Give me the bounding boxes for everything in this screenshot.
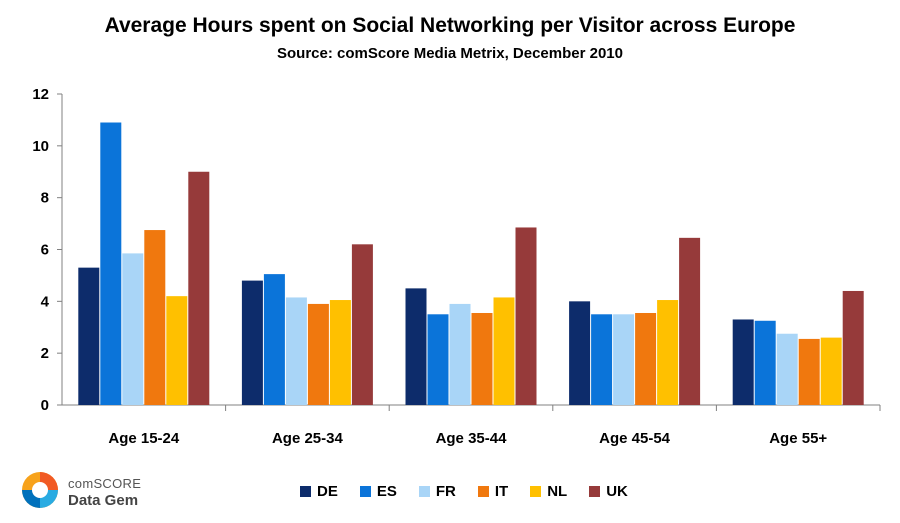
bar-it-4 [635,312,657,405]
comscore-logo: comSCORE Data Gem [20,470,170,515]
legend-swatch [300,485,311,497]
legend-swatch [589,485,601,497]
bar-uk-5 [842,290,864,405]
bar-es-4 [591,314,613,405]
x-tick-label: Age 45-54 [599,430,671,447]
legend-swatch [359,485,371,497]
logo-product-text: Data Gem [68,492,139,509]
bar-nl-1 [166,296,188,405]
bar-de-2 [241,280,263,405]
bar-nl-2 [329,300,351,405]
x-tick-label: Age 55+ [769,430,827,447]
bar-nl-4 [657,300,679,405]
bar-uk-4 [679,237,701,405]
bar-uk-1 [188,171,210,405]
bar-chart: 0 2 4 6 8 10 12 Age 15-24 Age 25-34 Age 35-44 Age … [32,86,881,447]
bar-es-2 [263,274,285,405]
legend-item-es: ES [359,482,397,500]
bar-fr-2 [285,297,307,405]
x-tick-label: Age 25-34 [272,430,344,447]
bar-es-3 [427,314,449,405]
y-tick-label: 0 [41,397,49,414]
bar-de-3 [405,288,427,405]
legend-label: NL [547,482,568,500]
bar-nl-5 [820,337,842,405]
legend-item-uk: UK [589,483,628,500]
bar-it-5 [798,338,820,405]
bar-de-4 [569,301,591,405]
bar-fr-1 [122,253,144,405]
y-tick-label: 8 [41,190,49,207]
y-tick-label: 4 [41,293,50,310]
chart-title: Average Hours spent on Social Networking… [104,14,796,37]
legend-item-nl: NL [530,483,567,500]
bar-it-3 [471,312,493,405]
y-tick-label: 6 [41,242,49,259]
legend-swatch [477,485,489,497]
legend-label: IT [494,482,509,500]
bar-it-2 [307,303,329,405]
x-tick-label: Age 35-44 [436,430,508,447]
legend-label: ES [376,482,397,500]
logo-brand-text: comSCORE [68,476,142,491]
chart-subtitle: Source: comScore Media Metrix, December … [277,45,623,62]
bar-it-1 [144,230,166,405]
legend-swatch [418,485,430,497]
comscore-logo-icon [22,472,58,508]
legend-label: UK [606,482,628,500]
bar-de-5 [732,319,754,405]
bar-fr-4 [613,314,635,405]
legend-item-it: IT [477,482,509,500]
bar-nl-3 [493,297,515,405]
bar-uk-2 [351,244,373,405]
y-tick-label: 2 [41,345,49,362]
bar-fr-5 [776,333,798,405]
chart-legend: DE ES FR IT NL UK [300,481,628,501]
bar-de-1 [78,267,100,405]
bar-uk-3 [515,227,537,405]
legend-label: DE [317,482,338,500]
legend-swatch [530,485,542,497]
x-tick-label: Age 15-24 [108,430,180,447]
y-tick-label: 10 [32,138,49,155]
legend-item-de: DE [300,483,338,500]
legend-label: FR [435,482,456,500]
bar-es-5 [754,320,776,405]
y-tick-label: 12 [32,86,49,103]
bar-fr-3 [449,303,471,405]
bar-es-1 [100,122,122,405]
legend-item-fr: FR [418,482,456,500]
